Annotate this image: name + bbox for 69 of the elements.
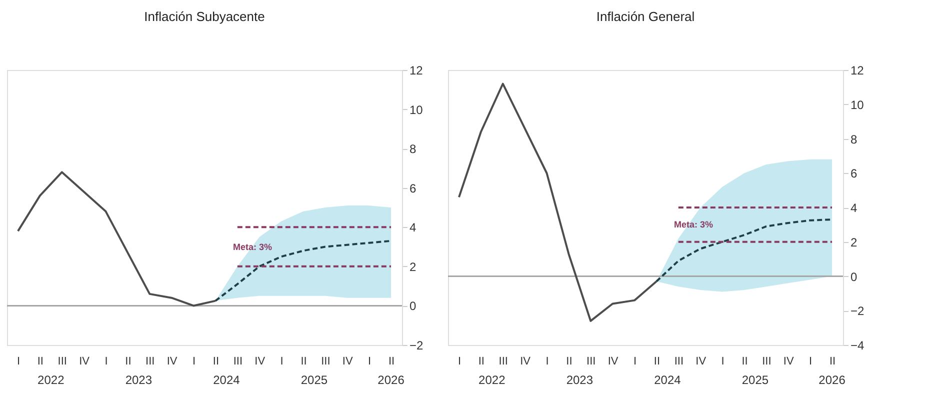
text: 2023 — [125, 373, 152, 387]
x-tick-label: III — [762, 356, 772, 368]
x-tick-label: III — [233, 356, 243, 368]
x-tick-label: IV — [783, 356, 794, 368]
text: 2024 — [213, 373, 240, 387]
x-tick-label: I — [721, 356, 724, 368]
x-tick-label: IV — [696, 356, 707, 368]
text: 2024 — [654, 373, 682, 387]
x-tick-label: III — [321, 356, 330, 368]
y-tick-label: 6 — [410, 181, 416, 196]
x-tick-label: I — [192, 356, 196, 368]
x-tick-label: II — [212, 356, 220, 368]
line-series — [16, 171, 216, 307]
x-tick-label: I — [458, 356, 462, 368]
x-tick-label: II — [742, 356, 748, 368]
x-tick-label: I — [280, 356, 284, 368]
text: 2022 — [38, 373, 65, 387]
y-tick-label: 4 — [850, 201, 858, 215]
y-tick-label: 0 — [410, 299, 416, 314]
x-tick-label: I — [104, 356, 108, 368]
annotation: Meta: 3% — [233, 242, 272, 252]
y-tick-label: −2 — [410, 338, 424, 352]
text: 2023 — [566, 373, 594, 387]
chart-title: Inflación General — [596, 9, 695, 24]
x-tick-label: III — [674, 356, 684, 368]
x-tick-label: II — [125, 356, 132, 368]
text: 2025 — [300, 373, 328, 387]
text: 2026 — [378, 373, 405, 387]
x-tick-label: IV — [608, 356, 619, 368]
y-tick-label: 2 — [410, 260, 416, 274]
annotation: Meta: 3% — [674, 220, 714, 230]
text: 2022 — [478, 373, 506, 387]
x-tick-label: I — [368, 356, 372, 368]
text: 2026 — [818, 373, 846, 387]
x-tick-label: I — [633, 356, 637, 368]
x-tick-label: II — [37, 356, 44, 368]
x-tick-label: III — [146, 356, 155, 368]
x-tick-label: II — [478, 356, 484, 368]
x-tick-label: IV — [520, 356, 532, 368]
y-tick-label: 12 — [410, 64, 424, 78]
line-series — [458, 82, 658, 322]
x-tick-label: II — [388, 356, 395, 368]
x-tick-label: II — [654, 356, 660, 368]
y-tick-label: 2 — [850, 235, 858, 250]
y-tick-label: 10 — [850, 98, 864, 112]
x-tick-label: III — [586, 356, 596, 368]
y-tick-label: −4 — [850, 338, 865, 352]
y-tick-label: 8 — [410, 142, 416, 156]
x-tick-label: III — [498, 356, 508, 368]
y-tick-label: −2 — [850, 304, 865, 318]
x-tick-label: IV — [166, 356, 178, 368]
x-tick-label: II — [300, 356, 307, 368]
chart-title: Inflación Subyacente — [144, 9, 265, 24]
y-tick-label: 10 — [410, 102, 424, 117]
x-tick-label: IV — [254, 356, 266, 368]
x-tick-label: II — [566, 356, 572, 368]
y-tick-label: 8 — [850, 132, 858, 146]
x-tick-label: I — [809, 356, 812, 368]
x-tick-label: IV — [342, 356, 354, 368]
y-tick-label: 0 — [850, 270, 858, 284]
y-tick-label: 4 — [410, 220, 416, 235]
x-tick-label: I — [546, 356, 549, 368]
y-tick-label: 6 — [850, 166, 858, 181]
y-tick-label: 12 — [850, 64, 864, 78]
text: 2025 — [742, 373, 769, 387]
x-tick-label: II — [829, 356, 836, 368]
x-tick-label: I — [16, 356, 20, 368]
x-tick-label: III — [58, 356, 67, 368]
x-tick-label: IV — [79, 356, 90, 368]
